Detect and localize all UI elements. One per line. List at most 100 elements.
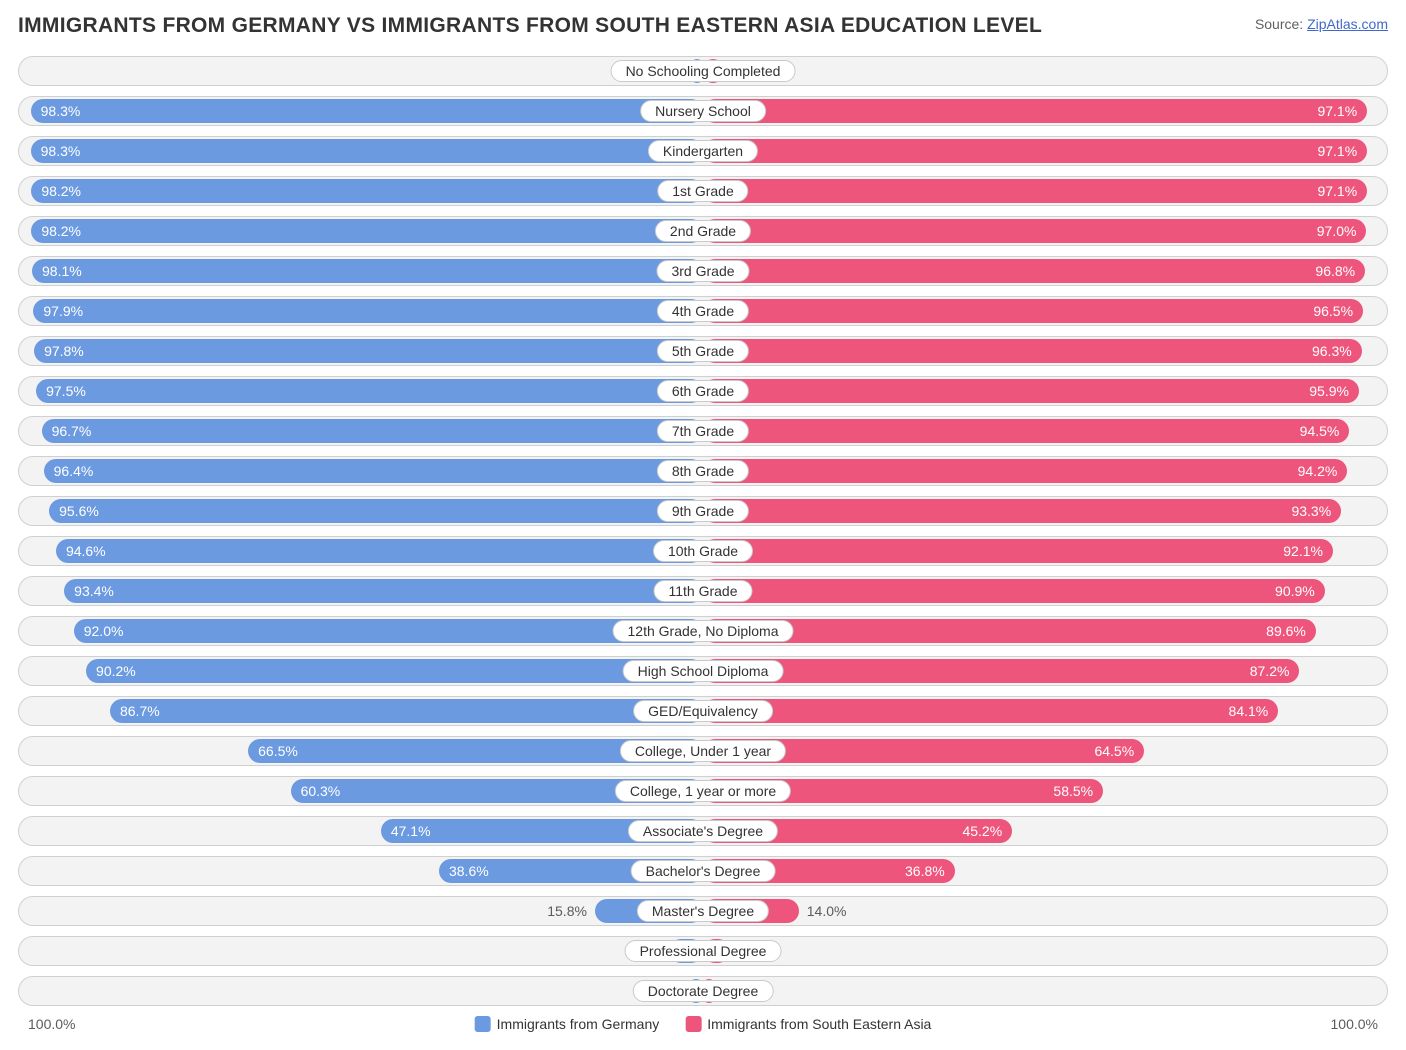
bar-value-right: 90.9% bbox=[1275, 583, 1315, 599]
bar-value-right: 92.1% bbox=[1283, 543, 1323, 559]
row-category-label: 1st Grade bbox=[657, 180, 748, 202]
bar-right: 95.9% bbox=[703, 379, 1359, 403]
bar-value-left: 60.3% bbox=[301, 783, 341, 799]
row-category-label: 10th Grade bbox=[653, 540, 753, 562]
legend-item-right: Immigrants from South Eastern Asia bbox=[685, 1016, 931, 1032]
chart-row: 47.1% 45.2% Associate's Degree bbox=[18, 816, 1388, 846]
chart-row: 97.9%96.5%4th Grade bbox=[18, 296, 1388, 326]
bar-value-right: 95.9% bbox=[1309, 383, 1349, 399]
source-prefix: Source: bbox=[1255, 16, 1307, 32]
bar-left: 95.6% bbox=[49, 499, 703, 523]
chart-row: 38.6%36.8%Bachelor's Degree bbox=[18, 856, 1388, 886]
bar-value-right: 97.1% bbox=[1317, 143, 1357, 159]
bar-value-right: 58.5% bbox=[1053, 783, 1093, 799]
row-category-label: Nursery School bbox=[640, 100, 766, 122]
bar-value-right: 45.2% bbox=[962, 823, 1002, 839]
row-category-label: Master's Degree bbox=[637, 900, 769, 922]
bar-right: 87.2% bbox=[703, 659, 1299, 683]
row-category-label: No Schooling Completed bbox=[611, 60, 796, 82]
chart-row: 66.5%64.5%College, Under 1 year bbox=[18, 736, 1388, 766]
axis-label-left: 100.0% bbox=[28, 1016, 75, 1032]
bar-value-left: 86.7% bbox=[120, 703, 160, 719]
bar-left: 92.0% bbox=[74, 619, 703, 643]
bar-left: 97.8% bbox=[34, 339, 703, 363]
bar-left: 98.1% bbox=[32, 259, 703, 283]
row-category-label: 5th Grade bbox=[657, 340, 749, 362]
chart-title: IMMIGRANTS FROM GERMANY VS IMMIGRANTS FR… bbox=[18, 14, 1042, 38]
bar-right: 97.1% bbox=[703, 179, 1367, 203]
row-category-label: 2nd Grade bbox=[655, 220, 751, 242]
chart-row: 2.1%1.7%Doctorate Degree bbox=[18, 976, 1388, 1006]
row-category-label: Bachelor's Degree bbox=[631, 860, 776, 882]
chart-row: 96.4% 94.2% 8th Grade bbox=[18, 456, 1388, 486]
chart-row: 93.4% 90.9% 11th Grade bbox=[18, 576, 1388, 606]
chart-footer: 100.0% Immigrants from Germany Immigrant… bbox=[18, 1016, 1388, 1040]
bar-right: 90.9% bbox=[703, 579, 1325, 603]
bar-value-left: 98.3% bbox=[41, 143, 81, 159]
source-attribution: Source: ZipAtlas.com bbox=[1255, 16, 1388, 32]
bar-left: 93.4% bbox=[64, 579, 703, 603]
chart-row: 97.8% 96.3% 5th Grade bbox=[18, 336, 1388, 366]
bar-left: 97.5% bbox=[36, 379, 703, 403]
chart-row: 98.3% 97.1% Kindergarten bbox=[18, 136, 1388, 166]
bar-value-left: 98.2% bbox=[41, 223, 81, 239]
bar-value-left: 38.6% bbox=[449, 863, 489, 879]
bar-right: 89.6% bbox=[703, 619, 1316, 643]
row-category-label: 8th Grade bbox=[657, 460, 749, 482]
chart-row: 98.1%96.8%3rd Grade bbox=[18, 256, 1388, 286]
bar-value-right: 96.3% bbox=[1312, 343, 1352, 359]
bar-value-left: 96.4% bbox=[54, 463, 94, 479]
bar-right: 96.8% bbox=[703, 259, 1365, 283]
chart-row: 95.6%93.3%9th Grade bbox=[18, 496, 1388, 526]
row-category-label: 6th Grade bbox=[657, 380, 749, 402]
bar-left: 94.6% bbox=[56, 539, 703, 563]
bar-value-left: 98.2% bbox=[41, 183, 81, 199]
bar-value-right: 97.0% bbox=[1317, 223, 1357, 239]
row-category-label: Kindergarten bbox=[648, 140, 758, 162]
chart-row: 98.3%97.1%Nursery School bbox=[18, 96, 1388, 126]
bar-value-left: 94.6% bbox=[66, 543, 106, 559]
bar-value-right: 64.5% bbox=[1094, 743, 1134, 759]
row-category-label: High School Diploma bbox=[623, 660, 784, 682]
chart-row: 4.9%4.0%Professional Degree bbox=[18, 936, 1388, 966]
source-link[interactable]: ZipAtlas.com bbox=[1307, 16, 1388, 32]
chart-row: 98.2% 97.0% 2nd Grade bbox=[18, 216, 1388, 246]
chart-row: 86.7% 84.1% GED/Equivalency bbox=[18, 696, 1388, 726]
bar-value-left: 95.6% bbox=[59, 503, 99, 519]
chart-row: 15.8% 14.0% Master's Degree bbox=[18, 896, 1388, 926]
bar-left: 90.2% bbox=[86, 659, 703, 683]
row-category-label: College, 1 year or more bbox=[615, 780, 791, 802]
row-category-label: 11th Grade bbox=[653, 580, 752, 602]
row-category-label: 3rd Grade bbox=[656, 260, 749, 282]
bar-value-right: 94.2% bbox=[1298, 463, 1338, 479]
legend-label-right: Immigrants from South Eastern Asia bbox=[707, 1016, 931, 1032]
row-category-label: 12th Grade, No Diploma bbox=[613, 620, 794, 642]
bar-right: 84.1% bbox=[703, 699, 1278, 723]
bar-value-right: 96.5% bbox=[1313, 303, 1353, 319]
bar-value-left: 15.8% bbox=[547, 897, 595, 925]
legend: Immigrants from Germany Immigrants from … bbox=[475, 1016, 932, 1032]
chart-row: 92.0% 89.6% 12th Grade, No Diploma bbox=[18, 616, 1388, 646]
chart-row: 1.8%2.9%No Schooling Completed bbox=[18, 56, 1388, 86]
bar-left: 86.7% bbox=[110, 699, 703, 723]
legend-item-left: Immigrants from Germany bbox=[475, 1016, 660, 1032]
bar-value-left: 97.5% bbox=[46, 383, 86, 399]
bar-right: 97.1% bbox=[703, 139, 1367, 163]
bar-right: 94.5% bbox=[703, 419, 1349, 443]
chart-row: 94.6% 92.1% 10th Grade bbox=[18, 536, 1388, 566]
bar-value-right: 84.1% bbox=[1229, 703, 1269, 719]
bar-value-left: 47.1% bbox=[391, 823, 431, 839]
bar-value-right: 14.0% bbox=[799, 897, 847, 925]
row-category-label: Associate's Degree bbox=[628, 820, 778, 842]
bar-value-right: 89.6% bbox=[1266, 623, 1306, 639]
bar-value-left: 90.2% bbox=[96, 663, 136, 679]
bar-left: 96.7% bbox=[42, 419, 703, 443]
row-category-label: GED/Equivalency bbox=[633, 700, 773, 722]
chart-row: 97.5% 95.9% 6th Grade bbox=[18, 376, 1388, 406]
row-category-label: College, Under 1 year bbox=[620, 740, 786, 762]
bar-left: 98.3% bbox=[31, 139, 703, 163]
legend-swatch-left bbox=[475, 1016, 491, 1032]
chart-row: 98.2% 97.1%1st Grade bbox=[18, 176, 1388, 206]
row-category-label: 4th Grade bbox=[657, 300, 749, 322]
bar-value-right: 94.5% bbox=[1300, 423, 1340, 439]
